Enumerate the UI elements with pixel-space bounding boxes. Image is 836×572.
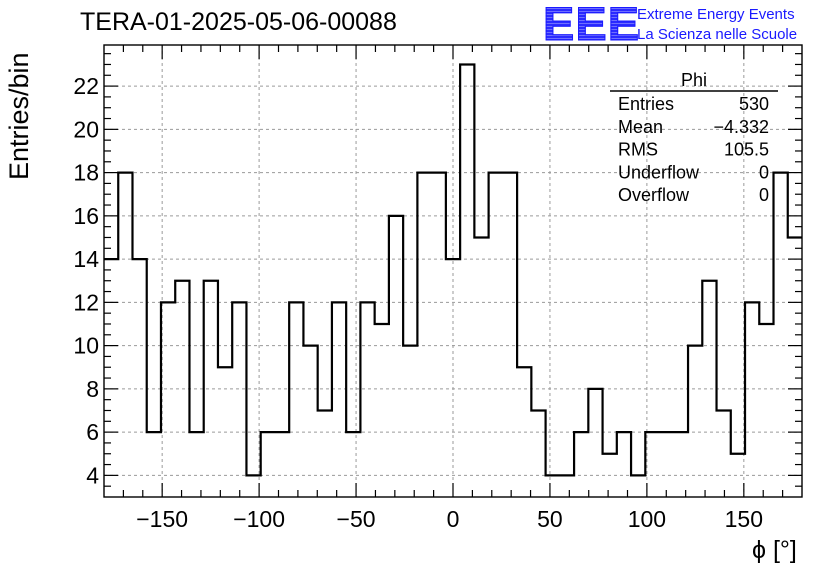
y-tick-label: 10 <box>73 333 99 359</box>
y-tick-label: 6 <box>86 419 99 445</box>
x-axis-label: ϕ [°] <box>752 536 797 564</box>
grid <box>104 45 802 497</box>
y-tick-label: 16 <box>73 203 99 229</box>
x-tick-label: 0 <box>447 506 460 532</box>
stats-value: 0 <box>759 185 769 205</box>
eee-logo: EEE <box>542 0 641 50</box>
x-tick-label: −150 <box>136 506 188 532</box>
y-tick-label: 20 <box>73 116 99 142</box>
stats-label: Underflow <box>618 162 700 182</box>
y-tick-label: 18 <box>73 160 99 186</box>
chart-title: TERA-01-2025-05-06-00088 <box>80 8 397 36</box>
y-axis-label: Entries/bin <box>4 52 34 180</box>
y-tick-label: 12 <box>73 289 99 315</box>
y-tick-label: 14 <box>73 246 99 272</box>
stats-value: 0 <box>759 162 769 182</box>
histogram-line <box>104 63 802 477</box>
stats-title: Phi <box>681 70 707 90</box>
y-tick-label: 4 <box>86 462 99 488</box>
logo-line-1: Extreme Energy Events <box>637 6 795 23</box>
x-tick-label: 50 <box>537 506 563 532</box>
stats-label: RMS <box>618 140 658 160</box>
stats-label: Entries <box>618 94 674 114</box>
y-tick-label: 22 <box>73 73 99 99</box>
logo-line-2: La Scienza nelle Scuole <box>637 26 798 43</box>
stats-label: Overflow <box>618 185 690 205</box>
stats-label: Mean <box>618 117 663 137</box>
x-tick-label: 150 <box>725 506 763 532</box>
x-tick-label: 100 <box>628 506 666 532</box>
axis-ticks: −150 −100 −50 0 50 100 150 4 6 8 10 12 14 16 18 20 22 <box>73 45 802 532</box>
stats-value: 530 <box>739 94 769 114</box>
y-tick-label: 8 <box>86 376 99 402</box>
x-tick-label: −100 <box>233 506 285 532</box>
stats-value: 105.5 <box>724 140 769 160</box>
stats-value: −4.332 <box>713 117 769 137</box>
x-tick-label: −50 <box>337 506 376 532</box>
stats-box: Phi Entries 530 Mean −4.332 RMS 105.5 Underflow… <box>610 70 778 205</box>
